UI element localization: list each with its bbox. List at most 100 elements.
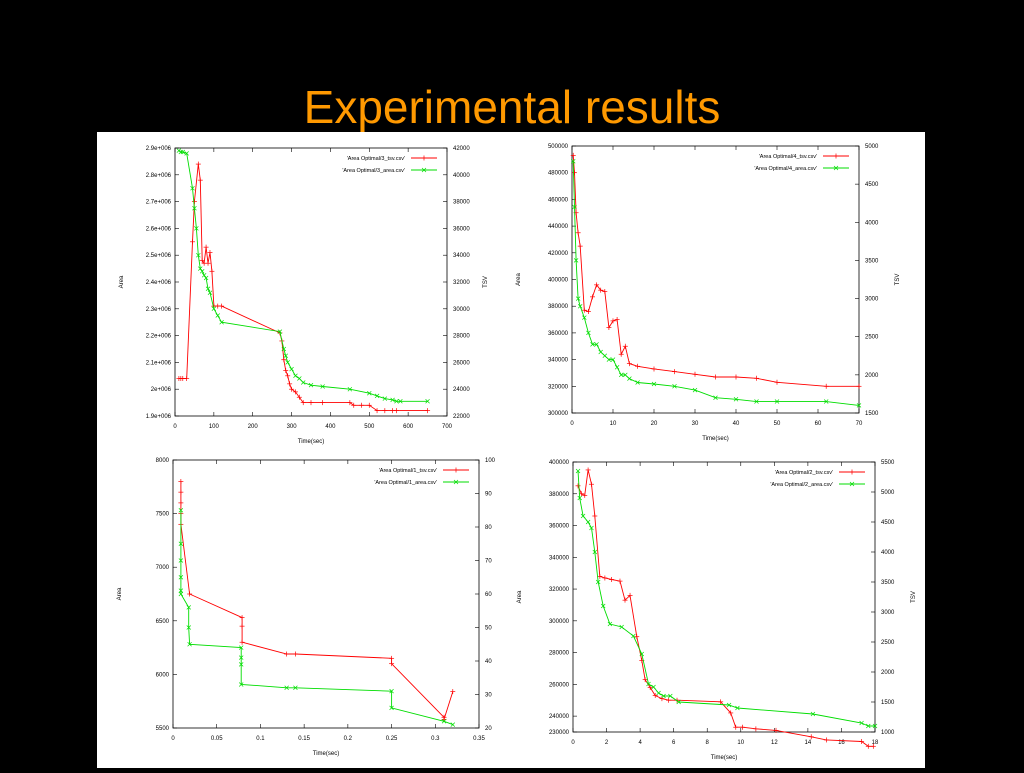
data-point	[627, 376, 632, 381]
data-point	[602, 289, 608, 295]
data-point	[196, 252, 201, 258]
series-line	[572, 161, 860, 406]
y-tick-label: 300000	[548, 411, 569, 417]
data-point	[366, 402, 372, 408]
x-tick-label: 6	[672, 740, 676, 746]
series-line	[178, 150, 428, 402]
data-point	[205, 286, 211, 291]
data-point	[754, 375, 759, 381]
y-tick-label: 1.9e+006	[146, 414, 172, 420]
y-tick-label: 400000	[549, 460, 570, 466]
x-tick-label: 40	[733, 421, 740, 427]
data-point	[733, 724, 739, 730]
data-point	[219, 319, 224, 325]
y2-tick-label: 42000	[453, 146, 470, 152]
y-tick-label: 300000	[549, 619, 570, 625]
data-point	[733, 374, 739, 380]
x-tick-label: 0.3	[431, 736, 440, 742]
legend-marker	[453, 479, 459, 485]
data-point	[197, 177, 203, 183]
data-point	[866, 723, 871, 729]
data-point	[187, 591, 193, 597]
x-tick-label: 12	[771, 740, 778, 746]
y2-tick-label: 2500	[865, 335, 879, 341]
y2-tick-label: 5500	[881, 460, 895, 466]
data-point	[666, 697, 672, 703]
data-point	[600, 603, 606, 609]
data-point	[178, 500, 184, 506]
y2-tick-label: 40	[485, 659, 492, 665]
y-tick-label: 2.4e+006	[146, 280, 172, 286]
y2-tick-label: 4500	[865, 182, 879, 188]
data-point	[626, 361, 632, 367]
data-point	[293, 685, 298, 691]
data-point	[450, 722, 456, 727]
data-point	[594, 342, 599, 347]
y2-tick-label: 1500	[865, 411, 879, 417]
data-point	[189, 239, 195, 245]
data-point	[575, 483, 581, 489]
x-tick-label: 300	[287, 424, 298, 430]
y-axis-label: Area	[516, 273, 522, 286]
data-point	[774, 399, 780, 404]
data-point	[582, 492, 588, 498]
data-point	[205, 260, 211, 266]
data-point	[320, 400, 326, 406]
x-tick-label: 0.05	[211, 736, 223, 742]
y-tick-label: 2e+006	[151, 387, 172, 393]
data-point	[810, 711, 816, 717]
data-point	[619, 624, 624, 630]
data-point	[199, 258, 205, 264]
data-point	[598, 349, 603, 355]
y-tick-label: 2.8e+006	[146, 173, 172, 179]
y2-tick-label: 1000	[881, 730, 895, 736]
data-point	[808, 734, 814, 740]
data-point	[602, 575, 608, 581]
data-point	[575, 230, 581, 236]
y-axis-label: Area	[119, 275, 125, 288]
y2-tick-label: 3000	[881, 610, 895, 616]
data-point	[215, 313, 220, 318]
data-point	[651, 381, 657, 387]
y2-tick-label: 22000	[453, 414, 470, 420]
data-point	[659, 696, 665, 702]
data-point	[238, 662, 244, 667]
figure-panel: 0 100 200 300 400 500 600 700 1.9e+006 2e+006 2.1e…	[97, 132, 925, 768]
y2-tick-label: 40000	[453, 173, 470, 179]
chart-4-area-tsv: 0 10 20 30 40 50 60 70 300000 320000 340000 360000 3…	[515, 132, 925, 450]
y2-tick-label: 4500	[881, 520, 895, 526]
y2-tick-label: 1500	[881, 700, 895, 706]
legend-marker	[849, 481, 855, 487]
data-point	[281, 357, 287, 363]
data-point	[614, 317, 620, 323]
data-point	[178, 575, 184, 580]
series-line	[577, 470, 875, 727]
y2-tick-label: 32000	[453, 280, 470, 286]
data-point	[692, 371, 698, 377]
data-point	[283, 367, 289, 373]
data-point	[367, 390, 372, 396]
x-tick-label: 4	[638, 740, 642, 746]
data-point	[609, 577, 615, 583]
data-point	[590, 342, 595, 347]
y-tick-label: 2.1e+006	[146, 360, 172, 366]
data-point	[394, 399, 399, 404]
data-point	[347, 400, 353, 406]
data-point	[191, 199, 197, 205]
data-point	[211, 306, 217, 312]
x-tick-label: 500	[364, 424, 375, 430]
data-point	[580, 513, 586, 519]
y2-tick-label: 90	[485, 492, 492, 498]
data-point	[199, 269, 205, 274]
y2-tick-label: 30000	[453, 307, 470, 313]
chart-svg: 0 0.05 0.1 0.15 0.2 0.25 0.3 0.35 5500 6000 6500 70…	[117, 458, 496, 757]
data-point	[425, 399, 430, 404]
y2-tick-label: 3000	[865, 297, 879, 303]
x-axis-label: Time(sec)	[313, 751, 339, 757]
data-point	[207, 250, 213, 256]
data-point	[610, 318, 616, 324]
data-point	[598, 287, 604, 293]
x-tick-label: 0.35	[473, 736, 485, 742]
data-point	[308, 382, 314, 388]
data-point	[347, 386, 353, 392]
